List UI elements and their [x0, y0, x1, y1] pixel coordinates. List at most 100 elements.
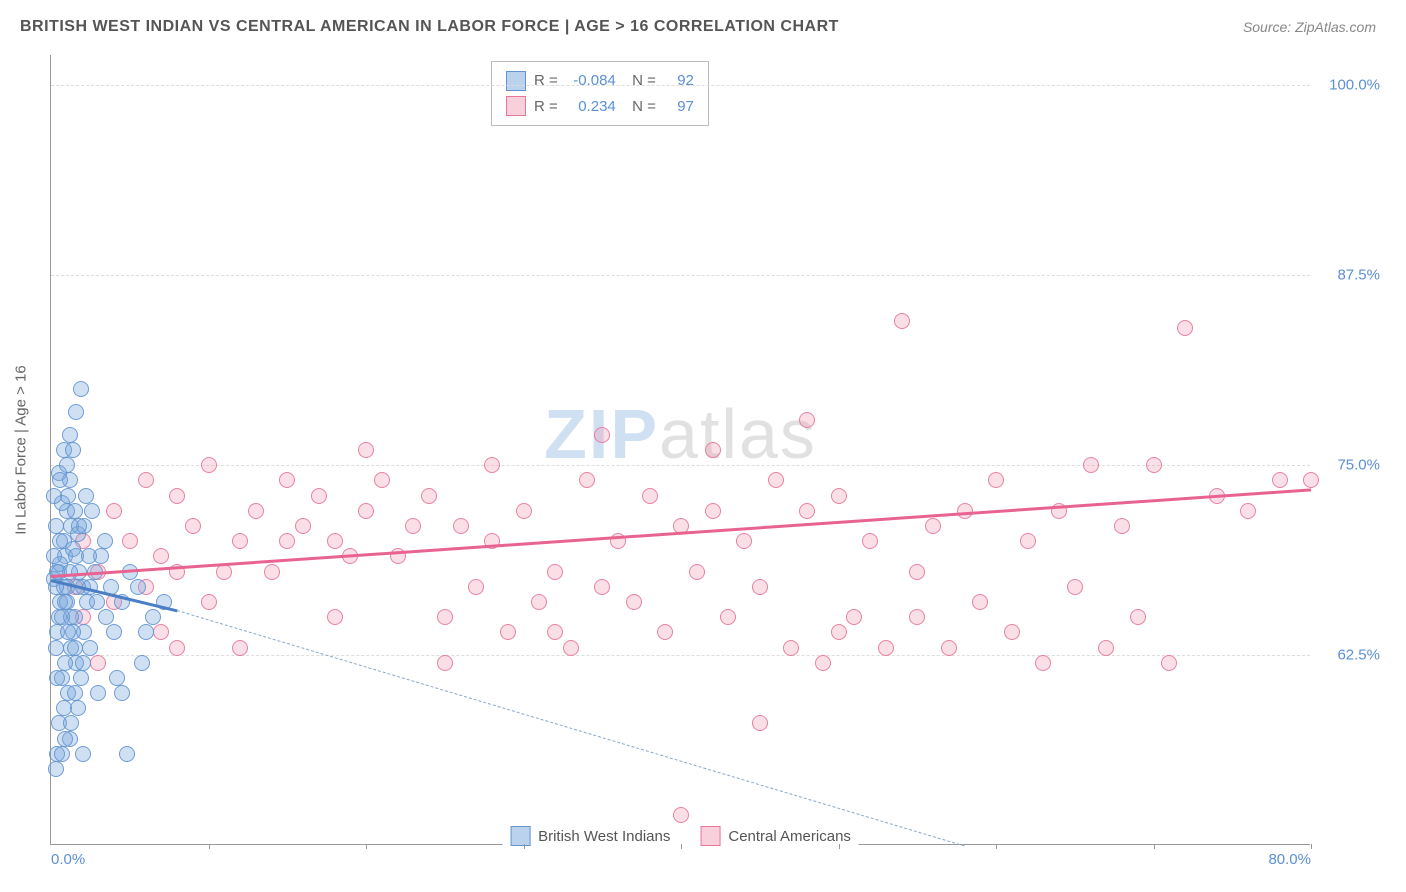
chart-container: In Labor Force | Age > 16 ZIPatlas R = -…	[50, 55, 1380, 845]
stat-r-blue: -0.084	[566, 68, 616, 94]
scatter-point-pink	[516, 503, 532, 519]
scatter-point-blue	[57, 594, 73, 610]
legend-stats-row-blue: R = -0.084 N = 92	[506, 68, 694, 94]
scatter-point-pink	[1020, 533, 1036, 549]
scatter-point-pink	[547, 624, 563, 640]
gridline-h	[51, 465, 1310, 466]
x-tick-label-right: 80.0%	[1268, 851, 1311, 868]
scatter-point-pink	[988, 472, 1004, 488]
scatter-point-pink	[358, 503, 374, 519]
plot-area: In Labor Force | Age > 16 ZIPatlas R = -…	[50, 55, 1310, 845]
x-tick-mark	[366, 844, 367, 849]
scatter-point-pink	[201, 457, 217, 473]
scatter-point-pink	[925, 518, 941, 534]
scatter-point-pink	[752, 715, 768, 731]
scatter-point-blue	[63, 715, 79, 731]
scatter-point-blue	[67, 640, 83, 656]
scatter-point-pink	[1161, 655, 1177, 671]
scatter-point-blue	[90, 685, 106, 701]
scatter-point-pink	[327, 609, 343, 625]
scatter-point-blue	[54, 609, 70, 625]
scatter-point-blue	[109, 670, 125, 686]
scatter-point-pink	[531, 594, 547, 610]
scatter-point-blue	[68, 404, 84, 420]
stat-n-label: N =	[624, 68, 656, 94]
scatter-point-blue	[75, 655, 91, 671]
scatter-point-blue	[67, 503, 83, 519]
scatter-point-pink	[689, 564, 705, 580]
scatter-point-blue	[73, 381, 89, 397]
y-axis-label: In Labor Force | Age > 16	[13, 365, 30, 534]
gridline-h	[51, 85, 1310, 86]
x-tick-label-left: 0.0%	[51, 851, 85, 868]
legend-label-blue: British West Indians	[538, 828, 670, 845]
scatter-point-pink	[437, 609, 453, 625]
scatter-point-pink	[153, 548, 169, 564]
scatter-point-blue	[52, 533, 68, 549]
scatter-point-pink	[909, 609, 925, 625]
scatter-point-pink	[1083, 457, 1099, 473]
scatter-point-pink	[295, 518, 311, 534]
scatter-point-blue	[65, 442, 81, 458]
scatter-point-pink	[894, 313, 910, 329]
scatter-point-pink	[153, 624, 169, 640]
source-label: Source: ZipAtlas.com	[1243, 19, 1376, 35]
x-tick-mark	[1154, 844, 1155, 849]
stat-r-pink: 0.234	[566, 94, 616, 120]
scatter-point-blue	[60, 488, 76, 504]
scatter-point-blue	[48, 518, 64, 534]
stat-n-label: N =	[624, 94, 656, 120]
scatter-point-pink	[642, 488, 658, 504]
scatter-point-pink	[122, 533, 138, 549]
scatter-point-pink	[421, 488, 437, 504]
scatter-point-pink	[815, 655, 831, 671]
scatter-point-blue	[48, 640, 64, 656]
scatter-point-pink	[279, 533, 295, 549]
scatter-point-pink	[547, 564, 563, 580]
legend-swatch-pink-icon	[700, 826, 720, 846]
scatter-point-pink	[1146, 457, 1162, 473]
x-tick-mark	[681, 844, 682, 849]
scatter-point-pink	[201, 594, 217, 610]
legend-label-pink: Central Americans	[728, 828, 851, 845]
scatter-point-blue	[73, 670, 89, 686]
scatter-point-pink	[279, 472, 295, 488]
legend-swatch-blue-icon	[510, 826, 530, 846]
scatter-point-pink	[327, 533, 343, 549]
scatter-point-blue	[78, 488, 94, 504]
scatter-point-pink	[232, 640, 248, 656]
y-tick-label: 100.0%	[1320, 77, 1380, 94]
scatter-point-blue	[52, 472, 68, 488]
legend-stats-row-pink: R = 0.234 N = 97	[506, 94, 694, 120]
scatter-point-blue	[57, 655, 73, 671]
scatter-point-blue	[134, 655, 150, 671]
scatter-point-blue	[98, 609, 114, 625]
scatter-point-pink	[437, 655, 453, 671]
scatter-point-pink	[138, 472, 154, 488]
scatter-point-pink	[831, 488, 847, 504]
scatter-point-pink	[1098, 640, 1114, 656]
scatter-point-pink	[106, 503, 122, 519]
scatter-point-blue	[46, 488, 62, 504]
scatter-point-blue	[49, 670, 65, 686]
scatter-point-blue	[70, 700, 86, 716]
scatter-point-pink	[594, 579, 610, 595]
scatter-point-blue	[75, 746, 91, 762]
scatter-point-pink	[484, 457, 500, 473]
scatter-point-pink	[736, 533, 752, 549]
x-tick-mark	[996, 844, 997, 849]
scatter-point-pink	[468, 579, 484, 595]
scatter-point-pink	[941, 640, 957, 656]
scatter-point-blue	[46, 548, 62, 564]
scatter-point-pink	[831, 624, 847, 640]
stat-n-blue: 92	[664, 68, 694, 94]
scatter-point-pink	[1004, 624, 1020, 640]
scatter-point-pink	[705, 442, 721, 458]
scatter-point-pink	[673, 807, 689, 823]
scatter-point-pink	[862, 533, 878, 549]
scatter-point-pink	[264, 564, 280, 580]
scatter-point-blue	[84, 503, 100, 519]
scatter-point-pink	[626, 594, 642, 610]
scatter-point-pink	[1177, 320, 1193, 336]
scatter-point-pink	[1035, 655, 1051, 671]
